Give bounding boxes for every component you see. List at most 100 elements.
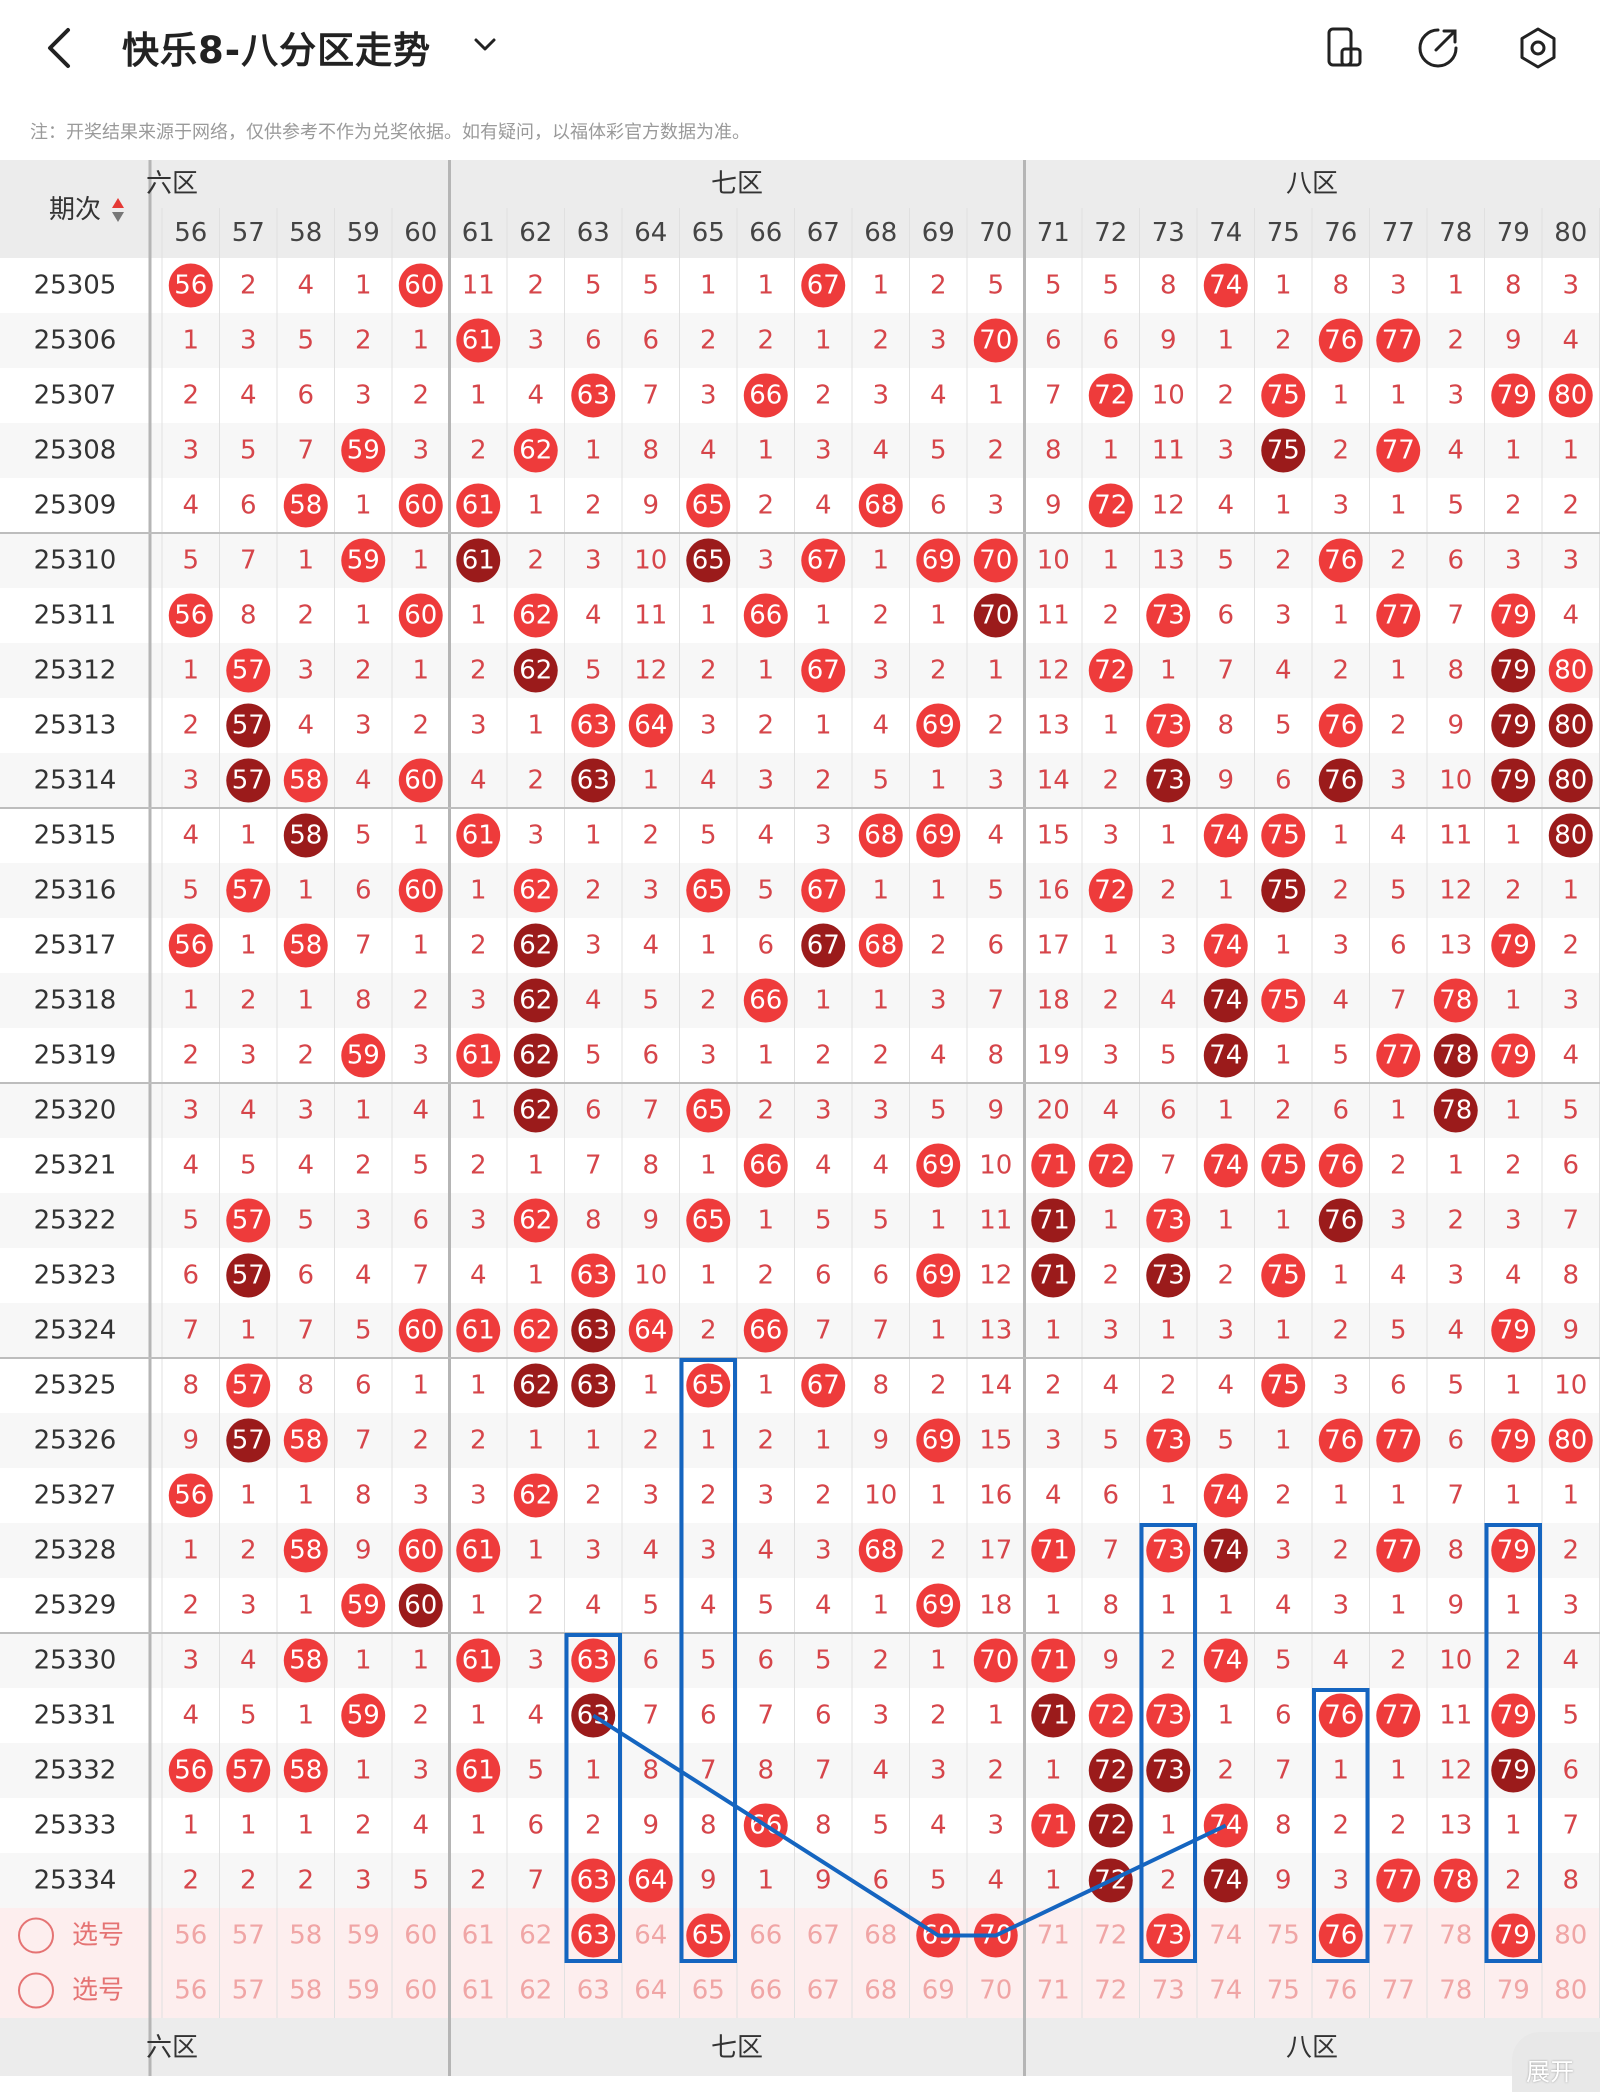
picker-number[interactable]: 63 xyxy=(577,1976,610,2006)
miss-count: 1 xyxy=(815,711,832,741)
hit-ball xyxy=(283,1748,328,1793)
miss-count: 3 xyxy=(930,1756,947,1786)
hit-number: 57 xyxy=(232,1756,265,1786)
selected-ball[interactable] xyxy=(571,1913,616,1958)
picker-number[interactable]: 79 xyxy=(1497,1976,1530,2006)
picker-number[interactable]: 64 xyxy=(634,1976,667,2006)
issue-number: 25324 xyxy=(34,1316,117,1346)
hit-number: 79 xyxy=(1497,1536,1530,1566)
miss-count: 2 xyxy=(527,546,544,576)
picker-number[interactable]: 76 xyxy=(1324,1976,1357,2006)
hit-number: 62 xyxy=(519,1371,552,1401)
title-dropdown-button[interactable] xyxy=(470,30,500,60)
picker-number[interactable]: 71 xyxy=(1037,1976,1070,2006)
picker-number[interactable]: 57 xyxy=(232,1921,265,1951)
hit-ball xyxy=(801,1363,846,1408)
picker-number[interactable]: 64 xyxy=(634,1921,667,1951)
picker-number[interactable]: 76 xyxy=(1324,1921,1357,1951)
picker-label[interactable]: 选号 xyxy=(72,1921,124,1951)
column-header: 67 xyxy=(807,218,840,248)
picker-number[interactable]: 58 xyxy=(289,1921,322,1951)
miss-count: 3 xyxy=(470,1206,487,1236)
hit-number: 71 xyxy=(1037,1811,1070,1841)
miss-count: 5 xyxy=(412,1866,429,1896)
picker-number[interactable]: 58 xyxy=(289,1976,322,2006)
picker-number[interactable]: 59 xyxy=(347,1921,380,1951)
hit-number: 62 xyxy=(519,1096,552,1126)
settings-button[interactable] xyxy=(1510,20,1566,76)
miss-count: 2 xyxy=(757,1261,774,1291)
picker-number[interactable]: 74 xyxy=(1209,1976,1242,2006)
picker-number[interactable]: 79 xyxy=(1497,1921,1530,1951)
picker-number[interactable]: 60 xyxy=(404,1976,437,2006)
settings-icon xyxy=(1520,27,1556,69)
page-title[interactable]: 快乐8-八分区走势 xyxy=(122,29,432,72)
picker-number[interactable]: 69 xyxy=(922,1976,955,2006)
issue-number: 25314 xyxy=(34,766,117,796)
selected-ball[interactable] xyxy=(686,1913,731,1958)
picker-number[interactable]: 80 xyxy=(1554,1976,1587,2006)
radio-button[interactable] xyxy=(18,1972,54,2009)
picker-number[interactable]: 60 xyxy=(404,1921,437,1951)
picker-number[interactable]: 56 xyxy=(174,1976,207,2006)
selected-ball[interactable] xyxy=(1491,1913,1536,1958)
layout-button[interactable] xyxy=(1316,20,1372,76)
issue-header[interactable]: 期次 xyxy=(49,195,101,225)
miss-count: 2 xyxy=(182,381,199,411)
picker-number[interactable]: 77 xyxy=(1382,1976,1415,2006)
picker-number[interactable]: 78 xyxy=(1439,1921,1472,1951)
miss-count: 2 xyxy=(642,821,659,851)
picker-number[interactable]: 77 xyxy=(1382,1921,1415,1951)
picker-number[interactable]: 65 xyxy=(692,1921,725,1951)
picker-number[interactable]: 65 xyxy=(692,1976,725,2006)
picker-number[interactable]: 68 xyxy=(864,1921,897,1951)
hit-ball xyxy=(168,593,213,638)
hit-ball xyxy=(1203,263,1248,308)
picker-number[interactable]: 78 xyxy=(1439,1976,1472,2006)
expand-button[interactable]: 展开 xyxy=(1512,2032,1600,2092)
picker-number[interactable]: 75 xyxy=(1267,1921,1300,1951)
picker-number[interactable]: 66 xyxy=(749,1976,782,2006)
picker-number[interactable]: 72 xyxy=(1094,1921,1127,1951)
picker-number[interactable]: 74 xyxy=(1209,1921,1242,1951)
picker-number[interactable]: 73 xyxy=(1152,1921,1185,1951)
sort-up-icon[interactable] xyxy=(112,198,124,208)
back-button[interactable] xyxy=(38,18,88,78)
picker-number[interactable]: 75 xyxy=(1267,1976,1300,2006)
picker-number[interactable]: 59 xyxy=(347,1976,380,2006)
miss-count: 1 xyxy=(585,821,602,851)
issue-number: 25305 xyxy=(34,271,117,301)
picker-number[interactable]: 63 xyxy=(577,1921,610,1951)
sort-down-icon[interactable] xyxy=(112,212,124,222)
miss-count: 13 xyxy=(979,1316,1012,1346)
miss-count: 3 xyxy=(412,1481,429,1511)
picker-number[interactable]: 56 xyxy=(174,1921,207,1951)
selected-ball[interactable] xyxy=(1146,1913,1191,1958)
picker-number[interactable]: 72 xyxy=(1094,1976,1127,2006)
miss-count: 1 xyxy=(1217,1701,1234,1731)
column-header: 77 xyxy=(1382,218,1415,248)
picker-number[interactable]: 67 xyxy=(807,1976,840,2006)
hit-number: 69 xyxy=(922,1151,955,1181)
picker-number[interactable]: 61 xyxy=(462,1921,495,1951)
picker-number[interactable]: 80 xyxy=(1554,1921,1587,1951)
picker-label[interactable]: 选号 xyxy=(72,1976,124,2006)
picker-number[interactable]: 70 xyxy=(979,1976,1012,2006)
share-button[interactable] xyxy=(1410,20,1466,76)
picker-number[interactable]: 66 xyxy=(749,1921,782,1951)
miss-count: 4 xyxy=(527,1701,544,1731)
miss-count: 2 xyxy=(182,1591,199,1621)
selected-ball[interactable] xyxy=(1318,1913,1363,1958)
picker-number[interactable]: 67 xyxy=(807,1921,840,1951)
miss-count: 1 xyxy=(527,1536,544,1566)
miss-count: 2 xyxy=(470,1151,487,1181)
picker-number[interactable]: 61 xyxy=(462,1976,495,2006)
picker-number[interactable]: 62 xyxy=(519,1921,552,1951)
radio-button[interactable] xyxy=(18,1917,54,1954)
picker-number[interactable]: 73 xyxy=(1152,1976,1185,2006)
miss-count: 6 xyxy=(297,1261,314,1291)
picker-number[interactable]: 71 xyxy=(1037,1921,1070,1951)
picker-number[interactable]: 62 xyxy=(519,1976,552,2006)
picker-number[interactable]: 68 xyxy=(864,1976,897,2006)
picker-number[interactable]: 57 xyxy=(232,1976,265,2006)
